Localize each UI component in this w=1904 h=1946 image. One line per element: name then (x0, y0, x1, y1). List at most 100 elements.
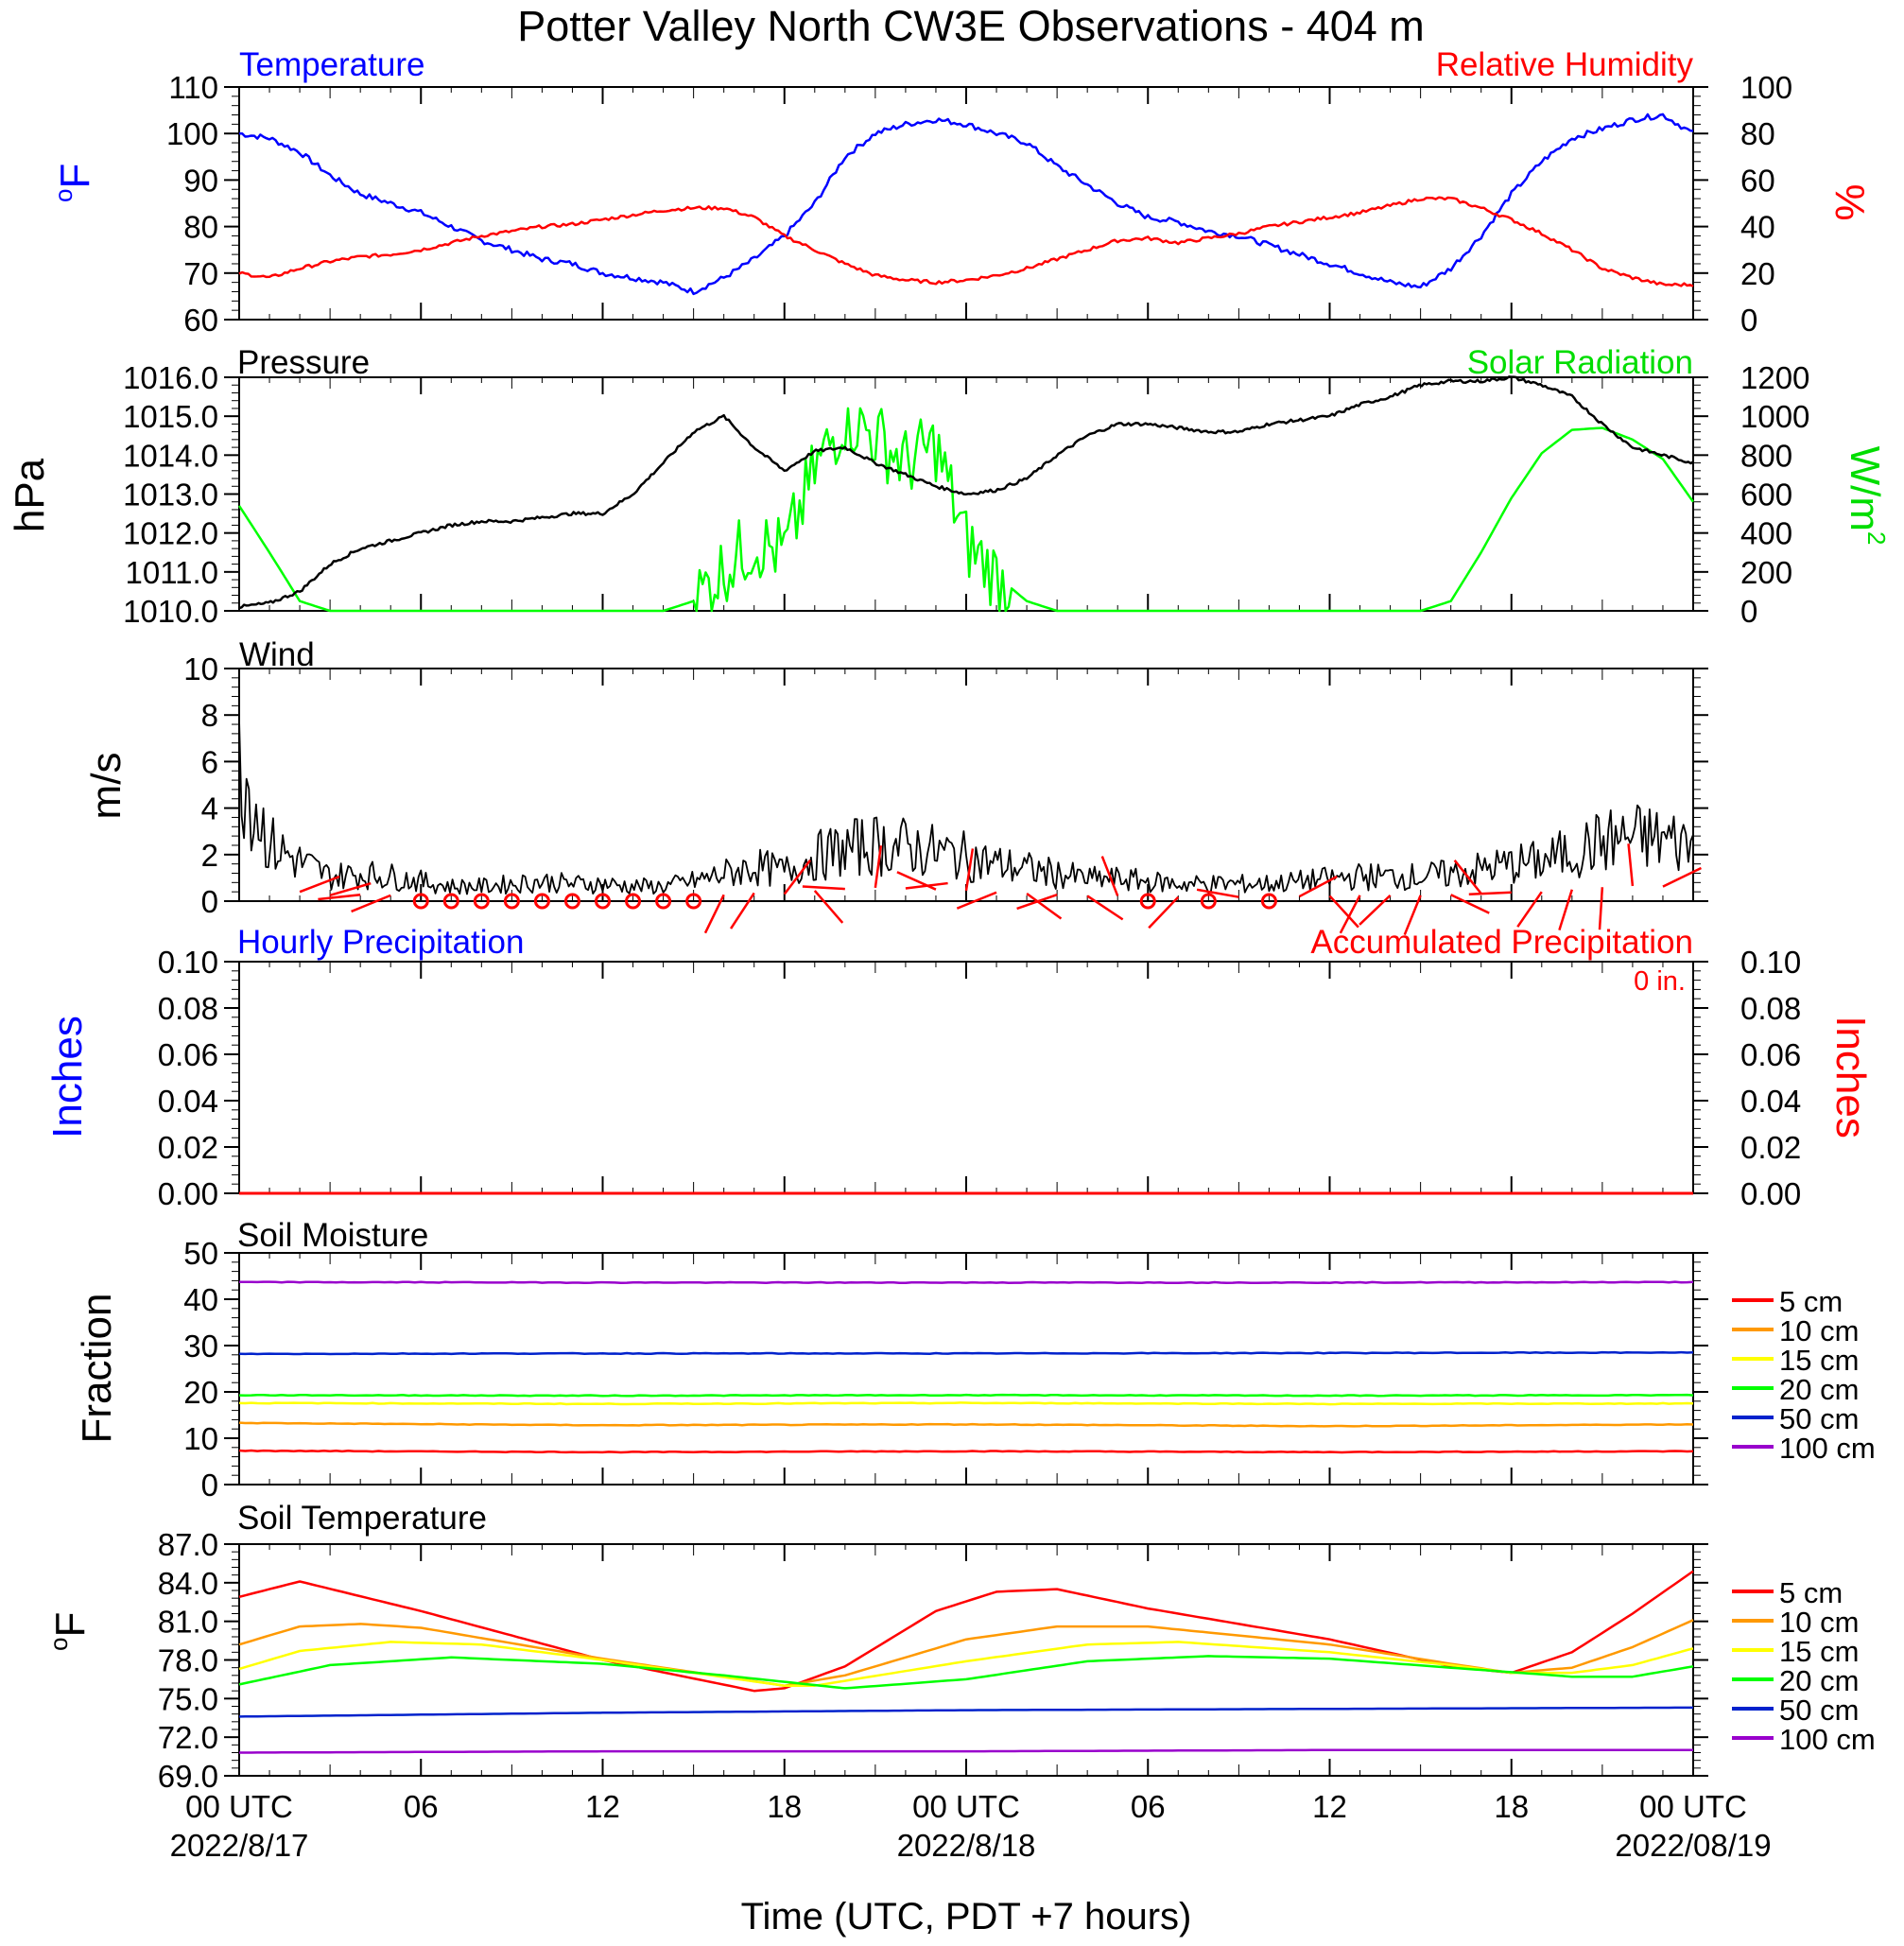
soilt-legend-label: 5 cm (1779, 1576, 1843, 1609)
soilm-left-tick-label: 20 (183, 1375, 218, 1410)
precip-left-tick-label: 0.10 (158, 945, 218, 980)
soil-temperature-unit: oF (44, 1612, 94, 1651)
humidity-unit: % (1826, 183, 1873, 220)
calm-wind-circle (442, 893, 459, 910)
soilm-line-50cm (238, 1350, 1694, 1356)
soilt-line-10cm (238, 1619, 1694, 1687)
temp-right-tick-label: 20 (1740, 256, 1775, 291)
wind-barb (1468, 891, 1512, 896)
humidity-line (238, 196, 1694, 287)
soilt-left-tick-label: 75.0 (158, 1681, 218, 1716)
soilm-line-5cm (238, 1449, 1694, 1454)
wind-barb (318, 893, 361, 901)
soilt-left-tick-label: 72.0 (158, 1720, 218, 1755)
calm-wind-circle (1260, 893, 1277, 910)
pres-left-tick-label: 1010.0 (123, 594, 218, 629)
pres-right-tick-label: 800 (1740, 438, 1792, 473)
soilm-left-tick-label: 40 (183, 1282, 218, 1317)
x-tick-label: 18 (1494, 1789, 1529, 1824)
soilm-frame (238, 1252, 1694, 1486)
soilt-line-15cm (238, 1641, 1694, 1687)
pres-right-tick-label: 600 (1740, 478, 1792, 513)
pressure-panel: Pressure Solar Radiation hPa W/m2 (7, 344, 1891, 545)
accum-precip-title: Accumulated Precipitation (1310, 924, 1693, 961)
wind-barb (329, 881, 372, 897)
x-tick-label: 00 UTC (1639, 1789, 1747, 1824)
soil-temperature-panel: Soil Temperature oF (44, 1500, 487, 1651)
soilt-left-tick-label: 78.0 (158, 1643, 218, 1678)
wind-barb (1298, 875, 1338, 898)
soilm-left-tick-label: 10 (183, 1421, 218, 1456)
precip-left-tick-label: 0.00 (158, 1176, 218, 1211)
soilm-left-tick-label: 30 (183, 1329, 218, 1364)
soilt-left-tick-label: 87.0 (158, 1527, 218, 1562)
wind-barb (703, 894, 725, 934)
temp-left-tick-label: 60 (183, 303, 218, 338)
temp-left-tick-label: 90 (183, 163, 218, 198)
x-tick-date-label: 2022/8/18 (897, 1828, 1036, 1863)
soilt-frame (238, 1543, 1694, 1777)
wind-barb (1359, 894, 1392, 926)
x-tick-label: 00 UTC (912, 1789, 1020, 1824)
temp-right-tick-label: 60 (1740, 163, 1775, 198)
x-tick-label: 12 (585, 1789, 620, 1824)
accum-precip-unit: Inches (1827, 1016, 1874, 1138)
pres-left-tick-label: 1011.0 (126, 555, 218, 590)
pres-left-tick-label: 1013.0 (123, 478, 218, 513)
soilt-legend-label: 15 cm (1779, 1635, 1859, 1668)
pres-right-tick-label: 400 (1740, 516, 1792, 551)
soilt-left-tick-label: 84.0 (158, 1566, 218, 1601)
wind-barb (1086, 895, 1124, 921)
wind-barb (874, 845, 883, 889)
wind-left-tick-label: 6 (201, 744, 218, 779)
precip-right-tick-label: 0.00 (1740, 1176, 1801, 1211)
wind-speed-line (238, 719, 1694, 895)
precipitation-panel: Hourly Precipitation Accumulated Precipi… (44, 924, 1874, 1138)
soilt-left-tick-label: 69.0 (158, 1759, 218, 1794)
wind-barb (1016, 894, 1058, 911)
pressure-title: Pressure (237, 344, 370, 381)
soilm-left-tick-label: 0 (201, 1468, 218, 1503)
precip-left-tick-label: 0.08 (158, 991, 218, 1026)
wind-barb (813, 890, 844, 924)
figure-title: Potter Valley North CW3E Observations - … (517, 2, 1425, 50)
pres-left-tick-label: 1016.0 (123, 360, 218, 395)
wind-left-tick-label: 10 (183, 652, 218, 686)
temp-left-tick-label: 70 (183, 256, 218, 291)
wind-title: Wind (239, 636, 315, 673)
wind-barb (1148, 895, 1180, 930)
pres-left-tick-label: 1012.0 (123, 516, 218, 551)
soilt-line-20cm (238, 1655, 1694, 1690)
temperature-title: Temperature (239, 46, 424, 83)
soilt-line-100cm (239, 1748, 1693, 1754)
precip-right-tick-label: 0.06 (1740, 1037, 1801, 1072)
soil-moisture-unit: Fraction (74, 1294, 120, 1444)
wind-barb (1100, 856, 1119, 896)
wind-barb (1627, 843, 1635, 887)
wind-barb (1516, 891, 1543, 928)
soilt-line-5cm (238, 1570, 1694, 1693)
wind-barb (1339, 895, 1361, 934)
solar-title: Solar Radiation (1467, 344, 1693, 381)
precip-frame (238, 961, 1694, 1194)
x-tick-label: 00 UTC (185, 1789, 293, 1824)
plot-layer: 607080901001100204060801001010.01011.010… (123, 70, 1876, 1863)
wind-barb (1196, 888, 1239, 898)
wind-barb (956, 891, 997, 910)
accum-precip-value: 0 in. (1634, 966, 1686, 997)
wind-barb (783, 860, 811, 895)
calm-wind-circle (473, 893, 490, 910)
calm-wind-circle (655, 893, 672, 910)
x-tick-date-label: 2022/08/19 (1615, 1828, 1771, 1863)
precip-right-tick-label: 0.10 (1740, 945, 1801, 980)
soil-moisture-panel: Soil Moisture Fraction (74, 1217, 428, 1443)
x-tick-date-label: 2022/8/17 (170, 1828, 309, 1863)
wind-frame (238, 668, 1694, 902)
soilm-legend-label: 5 cm (1779, 1285, 1843, 1318)
pres-right-tick-label: 1000 (1740, 399, 1809, 434)
soilm-left-tick-label: 50 (183, 1236, 218, 1271)
pres-right-tick-label: 1200 (1740, 360, 1809, 395)
soil-temperature-title: Soil Temperature (237, 1500, 487, 1537)
wind-barb (1453, 860, 1482, 895)
